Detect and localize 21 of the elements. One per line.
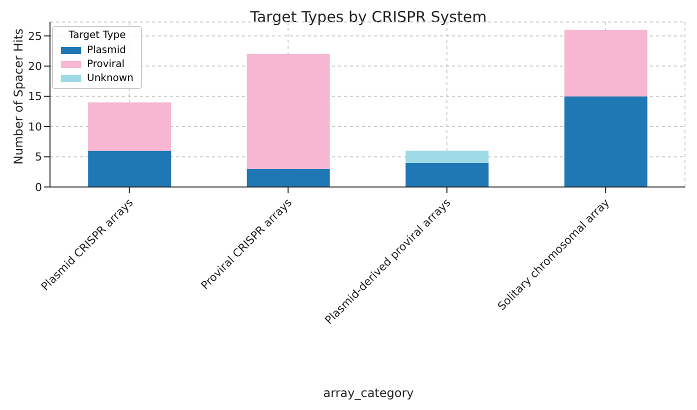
bar bbox=[246, 54, 330, 169]
bar bbox=[564, 30, 648, 96]
y-tick-label: 25 bbox=[28, 30, 42, 43]
bar bbox=[406, 150, 489, 163]
bar bbox=[406, 162, 489, 187]
bar bbox=[88, 102, 172, 151]
legend-label: Plasmid bbox=[87, 44, 126, 56]
chart-title: Target Types by CRISPR System bbox=[249, 8, 488, 26]
y-tick-label: 5 bbox=[35, 150, 42, 164]
y-tick-label: 15 bbox=[28, 90, 42, 104]
bar bbox=[246, 168, 330, 187]
y-tick-label: 20 bbox=[28, 60, 42, 74]
y-tick-label: 10 bbox=[28, 120, 42, 134]
bar bbox=[564, 96, 648, 187]
bar bbox=[88, 150, 172, 187]
legend-label: Unknown bbox=[87, 72, 134, 84]
legend-label: Proviral bbox=[87, 58, 125, 70]
y-axis-title: Number of Spacer Hits bbox=[11, 28, 26, 164]
x-axis-title: array_category bbox=[322, 386, 415, 400]
y-tick-label: 0 bbox=[35, 180, 42, 194]
legend-title: Target Type bbox=[68, 30, 127, 41]
